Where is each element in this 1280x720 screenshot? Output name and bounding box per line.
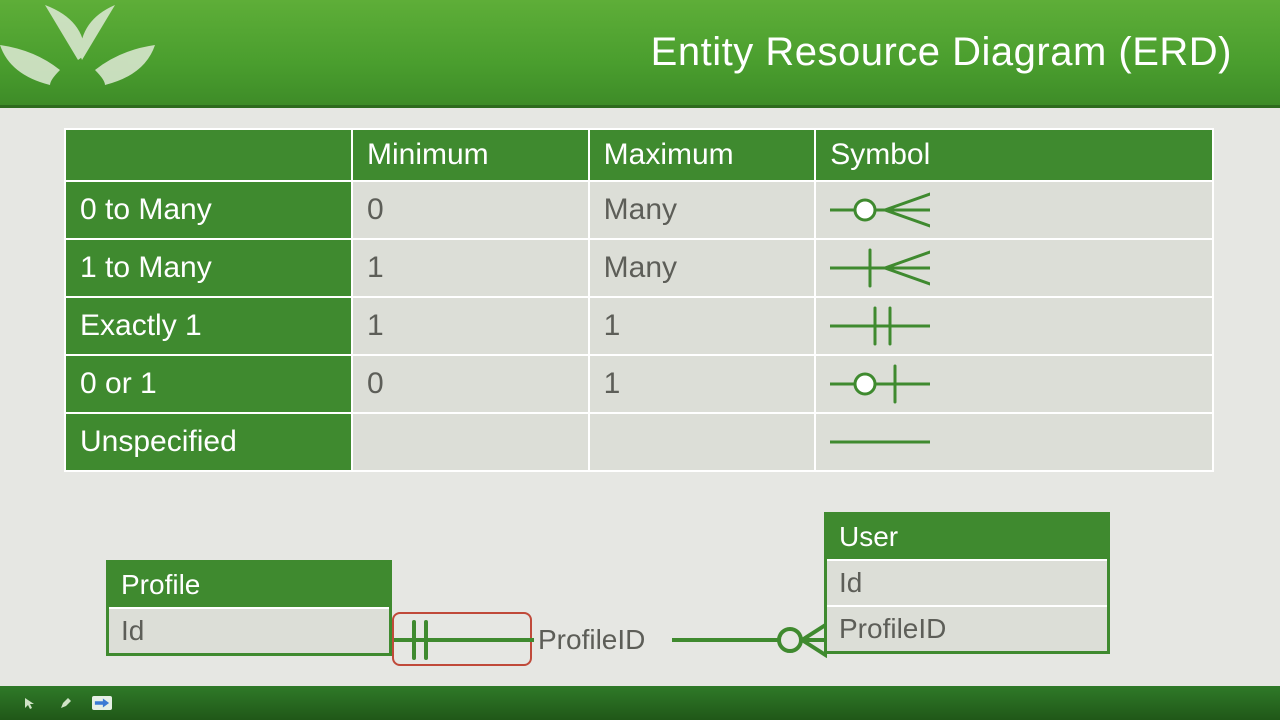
entity-user-row-profileid: ProfileID	[827, 605, 1107, 651]
col-header-maximum: Maximum	[589, 129, 816, 181]
footer-arrow-right-icon[interactable]	[92, 696, 112, 710]
table-row: 0 to Many0Many	[65, 181, 1213, 239]
brand-logo-icon	[0, 0, 200, 115]
footer-pen-icon[interactable]	[56, 696, 76, 710]
row-max: Many	[589, 239, 816, 297]
row-symbol-one-many-icon	[815, 239, 1213, 297]
row-name: 1 to Many	[65, 239, 352, 297]
col-header-symbol: Symbol	[815, 129, 1213, 181]
row-symbol-unspecified-icon	[815, 413, 1213, 471]
row-symbol-exactly-one-icon	[815, 297, 1213, 355]
footer-pointer-icon[interactable]	[20, 696, 40, 710]
row-max: Many	[589, 181, 816, 239]
entity-user-title: User	[827, 515, 1107, 559]
page-title: Entity Resource Diagram (ERD)	[651, 30, 1232, 75]
row-min: 1	[352, 297, 589, 355]
row-max: 1	[589, 297, 816, 355]
row-min: 1	[352, 239, 589, 297]
entity-user-row-id: Id	[827, 559, 1107, 605]
table-row: Exactly 111	[65, 297, 1213, 355]
entity-user: User Id ProfileID	[824, 512, 1110, 654]
row-min: 0	[352, 355, 589, 413]
table-row: 1 to Many1Many	[65, 239, 1213, 297]
row-max: 1	[589, 355, 816, 413]
row-name: Exactly 1	[65, 297, 352, 355]
content-area: Minimum Maximum Symbol 0 to Many0Many1 t…	[0, 108, 1280, 712]
row-name: 0 to Many	[65, 181, 352, 239]
erd-connector-icon	[672, 618, 827, 662]
row-symbol-zero-many-icon	[815, 181, 1213, 239]
cardinality-table: Minimum Maximum Symbol 0 to Many0Many1 t…	[64, 128, 1214, 472]
erd-left-notation-icon	[394, 618, 534, 662]
row-min	[352, 413, 589, 471]
row-min: 0	[352, 181, 589, 239]
col-header-blank	[65, 129, 352, 181]
row-name: 0 or 1	[65, 355, 352, 413]
relation-label: ProfileID	[538, 624, 645, 656]
col-header-minimum: Minimum	[352, 129, 589, 181]
row-symbol-zero-one-icon	[815, 355, 1213, 413]
erd-diagram: Profile Id User Id ProfileID ProfileID	[64, 512, 1216, 712]
header: Entity Resource Diagram (ERD)	[0, 0, 1280, 108]
table-row: 0 or 101	[65, 355, 1213, 413]
entity-profile-title: Profile	[109, 563, 389, 607]
entity-profile: Profile Id	[106, 560, 392, 656]
footer-bar	[0, 686, 1280, 720]
entity-profile-row-id: Id	[109, 607, 389, 653]
row-name: Unspecified	[65, 413, 352, 471]
row-max	[589, 413, 816, 471]
table-row: Unspecified	[65, 413, 1213, 471]
